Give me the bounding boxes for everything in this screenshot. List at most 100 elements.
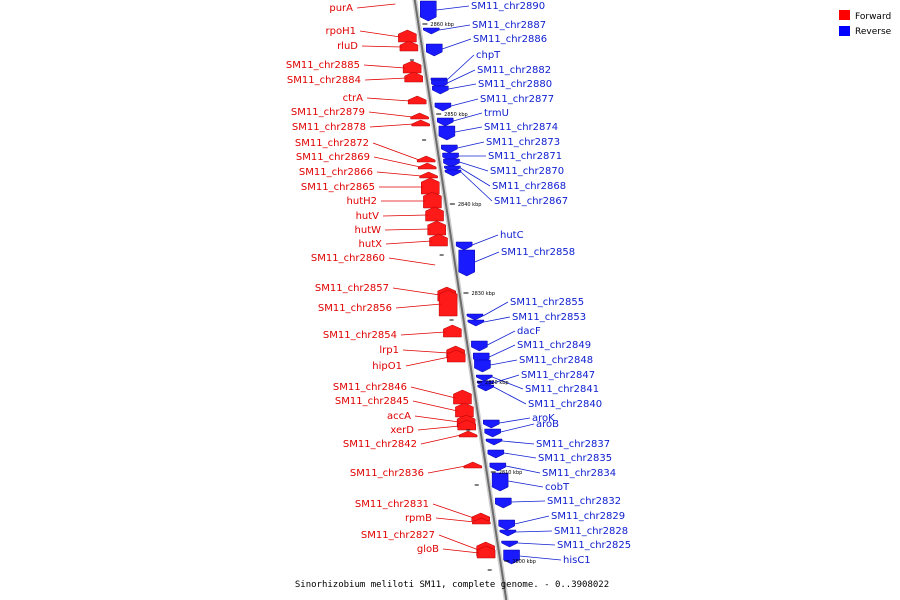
reverse-gene-label[interactable]: SM11_chr2825 bbox=[557, 540, 631, 551]
forward-gene-label[interactable]: SM11_chr2884 bbox=[287, 75, 361, 86]
forward-gene-label[interactable]: SM11_chr2872 bbox=[295, 138, 369, 149]
forward-gene-feature[interactable] bbox=[407, 95, 427, 105]
forward-gene-label[interactable]: ctrA bbox=[343, 93, 364, 104]
forward-gene-label[interactable]: SM11_chr2856 bbox=[318, 303, 392, 314]
reverse-gene-label[interactable]: SM11_chr2828 bbox=[554, 526, 628, 537]
forward-gene-label[interactable]: rpmB bbox=[405, 513, 432, 524]
forward-gene-feature[interactable] bbox=[402, 60, 422, 74]
reverse-gene-feature[interactable] bbox=[423, 27, 440, 35]
reverse-gene-feature[interactable] bbox=[420, 0, 437, 22]
reverse-gene-label[interactable]: SM11_chr2868 bbox=[492, 181, 566, 192]
reverse-gene-feature[interactable] bbox=[484, 428, 501, 438]
forward-gene-label[interactable]: accA bbox=[387, 411, 411, 422]
reverse-gene-label[interactable]: chpT bbox=[476, 50, 501, 61]
reverse-gene-label[interactable]: SM11_chr2880 bbox=[478, 79, 552, 90]
reverse-gene-feature[interactable] bbox=[471, 340, 488, 352]
reverse-gene-label[interactable]: SM11_chr2867 bbox=[494, 196, 568, 207]
reverse-gene-feature[interactable] bbox=[477, 384, 495, 392]
forward-gene-label[interactable]: SM11_chr2869 bbox=[296, 152, 370, 163]
forward-gene-label[interactable]: SM11_chr2854 bbox=[323, 330, 397, 341]
forward-gene-feature[interactable] bbox=[455, 402, 474, 418]
reverse-gene-label[interactable]: dacF bbox=[517, 326, 541, 337]
reverse-gene-label[interactable]: SM11_chr2840 bbox=[528, 399, 602, 410]
reverse-gene-label[interactable]: aroB bbox=[536, 419, 559, 430]
reverse-gene-label[interactable]: aroK bbox=[532, 413, 555, 424]
forward-gene-feature[interactable] bbox=[463, 461, 483, 469]
forward-gene-feature[interactable] bbox=[416, 155, 436, 163]
reverse-gene-label[interactable]: SM11_chr2832 bbox=[547, 496, 621, 507]
reverse-gene-label[interactable]: SM11_chr2871 bbox=[488, 151, 562, 162]
reverse-gene-label[interactable]: SM11_chr2873 bbox=[486, 137, 560, 148]
reverse-gene-label[interactable]: SM11_chr2849 bbox=[517, 340, 591, 351]
reverse-gene-feature[interactable] bbox=[443, 158, 460, 168]
reverse-gene-label[interactable]: SM11_chr2882 bbox=[477, 65, 551, 76]
forward-gene-label[interactable]: SM11_chr2885 bbox=[286, 60, 360, 71]
forward-gene-label[interactable]: SM11_chr2842 bbox=[343, 439, 417, 450]
forward-gene-feature[interactable] bbox=[417, 162, 437, 170]
forward-gene-label[interactable]: SM11_chr2866 bbox=[299, 167, 373, 178]
reverse-gene-label[interactable]: trmU bbox=[484, 108, 509, 119]
reverse-gene-label[interactable]: SM11_chr2835 bbox=[538, 453, 612, 464]
forward-gene-label[interactable]: SM11_chr2879 bbox=[291, 107, 365, 118]
forward-gene-feature[interactable] bbox=[421, 177, 440, 195]
reverse-gene-label[interactable]: SM11_chr2890 bbox=[471, 1, 545, 12]
reverse-gene-label[interactable]: SM11_chr2841 bbox=[525, 384, 599, 395]
forward-gene-feature[interactable] bbox=[472, 517, 491, 525]
reverse-gene-label[interactable]: SM11_chr2853 bbox=[512, 312, 586, 323]
forward-gene-feature[interactable] bbox=[398, 29, 417, 43]
forward-gene-feature[interactable] bbox=[425, 206, 444, 222]
reverse-gene-label[interactable]: SM11_chr2870 bbox=[490, 166, 564, 177]
forward-gene-feature[interactable] bbox=[410, 112, 429, 120]
reverse-gene-feature[interactable] bbox=[467, 319, 485, 327]
reverse-gene-feature[interactable] bbox=[466, 313, 484, 321]
reverse-gene-feature[interactable] bbox=[441, 144, 458, 154]
reverse-gene-feature[interactable] bbox=[432, 85, 449, 95]
forward-gene-label[interactable]: gloB bbox=[417, 544, 439, 555]
forward-gene-label[interactable]: SM11_chr2860 bbox=[311, 253, 385, 264]
forward-gene-label[interactable]: rpoH1 bbox=[326, 26, 356, 37]
forward-gene-feature[interactable] bbox=[458, 430, 478, 438]
forward-gene-label[interactable]: hutH2 bbox=[347, 196, 377, 207]
reverse-gene-label[interactable]: SM11_chr2829 bbox=[551, 511, 625, 522]
reverse-gene-feature[interactable] bbox=[436, 117, 454, 127]
reverse-gene-feature[interactable] bbox=[487, 449, 505, 459]
reverse-gene-label[interactable]: hutC bbox=[500, 230, 524, 241]
reverse-gene-feature[interactable] bbox=[458, 249, 475, 277]
forward-gene-feature[interactable] bbox=[438, 289, 458, 317]
forward-gene-feature[interactable] bbox=[404, 71, 423, 83]
forward-gene-label[interactable]: rluD bbox=[337, 41, 358, 52]
forward-gene-label[interactable]: SM11_chr2857 bbox=[315, 283, 389, 294]
reverse-gene-feature[interactable] bbox=[489, 462, 507, 472]
reverse-gene-feature[interactable] bbox=[491, 472, 509, 492]
reverse-gene-feature[interactable] bbox=[498, 519, 515, 531]
reverse-gene-feature[interactable] bbox=[476, 374, 493, 382]
forward-gene-feature[interactable] bbox=[476, 545, 496, 559]
forward-gene-feature[interactable] bbox=[453, 389, 472, 405]
reverse-gene-label[interactable]: SM11_chr2877 bbox=[480, 94, 554, 105]
reverse-gene-label[interactable]: SM11_chr2886 bbox=[473, 34, 547, 45]
reverse-gene-feature[interactable] bbox=[501, 540, 518, 548]
reverse-gene-label[interactable]: SM11_chr2837 bbox=[536, 439, 610, 450]
forward-gene-label[interactable]: hipO1 bbox=[372, 361, 402, 372]
reverse-gene-feature[interactable] bbox=[444, 169, 462, 177]
forward-gene-label[interactable]: SM11_chr2831 bbox=[355, 499, 429, 510]
forward-gene-label[interactable]: hutW bbox=[355, 225, 382, 236]
reverse-gene-label[interactable]: SM11_chr2855 bbox=[510, 297, 584, 308]
forward-gene-label[interactable]: SM11_chr2865 bbox=[301, 182, 375, 193]
forward-gene-feature[interactable] bbox=[427, 220, 446, 236]
reverse-gene-label[interactable]: SM11_chr2887 bbox=[472, 20, 546, 31]
forward-gene-label[interactable]: hutV bbox=[356, 211, 380, 222]
forward-gene-feature[interactable] bbox=[419, 171, 438, 179]
forward-gene-feature[interactable] bbox=[446, 349, 466, 363]
forward-gene-feature[interactable] bbox=[411, 119, 430, 127]
forward-gene-label[interactable]: SM11_chr2836 bbox=[350, 468, 424, 479]
reverse-gene-feature[interactable] bbox=[499, 529, 517, 537]
forward-gene-label[interactable]: hutX bbox=[359, 239, 383, 250]
forward-gene-label[interactable]: SM11_chr2845 bbox=[335, 396, 409, 407]
reverse-gene-feature[interactable] bbox=[495, 497, 512, 509]
reverse-gene-label[interactable]: SM11_chr2858 bbox=[501, 247, 575, 258]
forward-gene-label[interactable]: xerD bbox=[390, 425, 414, 436]
forward-gene-feature[interactable] bbox=[443, 324, 462, 338]
reverse-gene-feature[interactable] bbox=[483, 419, 500, 429]
reverse-gene-feature[interactable] bbox=[474, 359, 491, 373]
